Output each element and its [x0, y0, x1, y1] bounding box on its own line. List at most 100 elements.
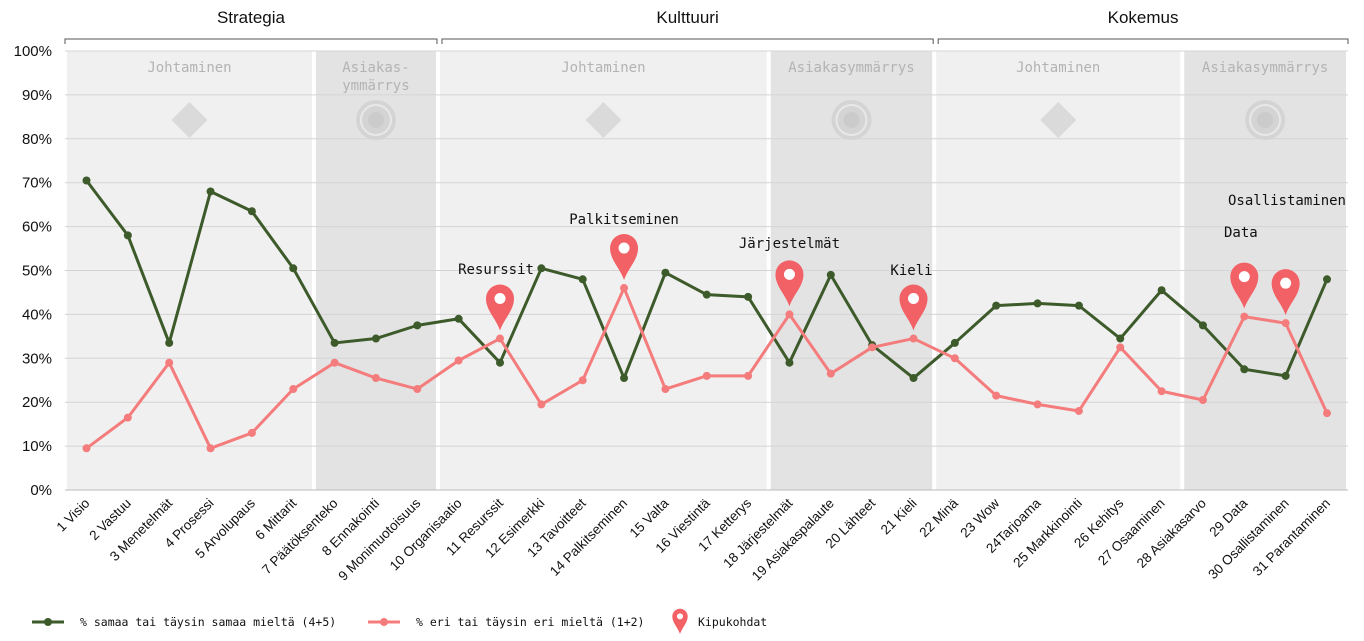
data-point — [247, 207, 256, 216]
data-point — [992, 301, 1001, 310]
y-tick-label: 50% — [22, 263, 52, 280]
data-point — [992, 391, 1001, 400]
data-point — [702, 290, 711, 299]
data-point — [123, 231, 132, 240]
data-point — [578, 376, 587, 385]
data-point — [165, 358, 174, 367]
data-point — [165, 338, 174, 347]
y-tick-label: 20% — [22, 394, 52, 411]
pain-point-label: Järjestelmät — [739, 236, 840, 252]
data-point — [206, 187, 215, 196]
x-tick-label: 1 Visio — [54, 496, 93, 535]
pin-hole — [618, 242, 630, 254]
pain-point-pin-6 — [1271, 269, 1300, 316]
data-point — [1198, 396, 1207, 405]
y-tick-label: 100% — [14, 43, 52, 60]
y-tick-label: 0% — [30, 482, 52, 499]
x-tick-label: 31 Parantaminen — [1250, 496, 1333, 579]
pain-point-label: Resurssit — [458, 262, 534, 278]
y-tick-label: 90% — [22, 87, 52, 104]
target-icon — [831, 100, 872, 140]
x-tick-label: 14 Palkitseminen — [547, 496, 630, 579]
data-point — [702, 371, 711, 380]
section-label-6: Asiakasymmärrys — [1202, 60, 1328, 76]
data-point — [1323, 275, 1331, 284]
x-tick-label: 7 Päätöksenteko — [259, 496, 341, 578]
data-point — [620, 374, 629, 383]
data-point — [909, 334, 918, 343]
pain-point-pin-4 — [899, 284, 928, 331]
legend-item-pain: Kipukohdat — [672, 608, 767, 634]
pin-hole — [494, 293, 506, 305]
data-point — [868, 343, 877, 352]
section-label-1: Johtaminen — [147, 60, 231, 76]
group-label: Strategia — [217, 8, 286, 27]
x-tick-label: 22 Minä — [916, 495, 961, 540]
data-point — [1033, 299, 1042, 308]
pain-point-label: Palkitseminen — [569, 212, 679, 228]
pin-shape — [899, 284, 928, 331]
data-point — [289, 385, 298, 394]
y-tick-label: 60% — [22, 219, 52, 236]
diamond-icon — [1040, 102, 1077, 138]
data-point — [537, 264, 546, 273]
data-point — [826, 270, 835, 279]
pin-shape — [1230, 262, 1259, 309]
group-header-1: Strategia — [64, 8, 438, 44]
x-tick-label: 10 Organisaatio — [387, 496, 465, 574]
pin-hole — [783, 268, 795, 280]
pain-point-pin-5 — [1230, 262, 1259, 309]
data-point — [950, 338, 959, 347]
data-point — [247, 428, 256, 437]
pain-point-label: Osallistaminen — [1228, 193, 1346, 209]
data-point — [661, 385, 670, 394]
section-label-3: Johtaminen — [561, 60, 645, 76]
pain-point-label: Kieli — [890, 263, 932, 279]
group-header-2: Kulttuuri — [441, 8, 934, 44]
data-point — [537, 400, 546, 409]
legend-label: % eri tai täysin eri mieltä (1+2) — [416, 615, 644, 629]
data-point — [371, 334, 380, 343]
pin-shape — [775, 260, 804, 307]
data-point — [413, 385, 422, 394]
pain-point-pin-3 — [775, 260, 804, 307]
section-icons — [171, 100, 1286, 140]
group-headers: Strategia Kulttuuri Kokemus — [64, 8, 1349, 44]
pin-shape — [1271, 269, 1300, 316]
y-tick-label: 80% — [22, 131, 52, 148]
data-point — [744, 292, 753, 301]
data-point — [1157, 387, 1166, 396]
data-point — [82, 176, 91, 185]
data-point — [744, 371, 753, 380]
group-header-3: Kokemus — [937, 8, 1349, 44]
data-point — [1240, 312, 1249, 321]
data-point — [785, 310, 794, 319]
data-point — [1074, 301, 1083, 310]
pin-hole — [676, 613, 684, 620]
section-label-2: Asiakas-ymmärrys — [342, 60, 409, 94]
data-point — [1281, 319, 1290, 328]
series-1 — [82, 176, 1331, 383]
pin-hole — [1238, 271, 1250, 283]
group-bracket — [64, 38, 438, 44]
group-label: Kulttuuri — [656, 8, 718, 27]
section-label-4: Asiakasymmärrys — [788, 60, 914, 76]
data-point — [454, 356, 463, 365]
pin-legend-icon — [672, 608, 688, 634]
data-point — [1116, 334, 1125, 343]
diamond-icon — [585, 102, 622, 138]
pin-shape — [672, 608, 688, 634]
data-point — [909, 374, 918, 383]
data-point — [950, 354, 959, 363]
legend-marker — [44, 618, 52, 626]
x-tick-label: 21 Kieli — [878, 496, 920, 538]
data-point — [289, 264, 298, 273]
target-icon — [1245, 100, 1286, 140]
data-point — [82, 444, 91, 453]
legend-item-1: % samaa tai täysin samaa mieltä (4+5) — [32, 615, 336, 629]
legend-label: % samaa tai täysin samaa mieltä (4+5) — [80, 615, 336, 629]
pin-shape — [610, 234, 639, 281]
data-point — [785, 358, 794, 367]
